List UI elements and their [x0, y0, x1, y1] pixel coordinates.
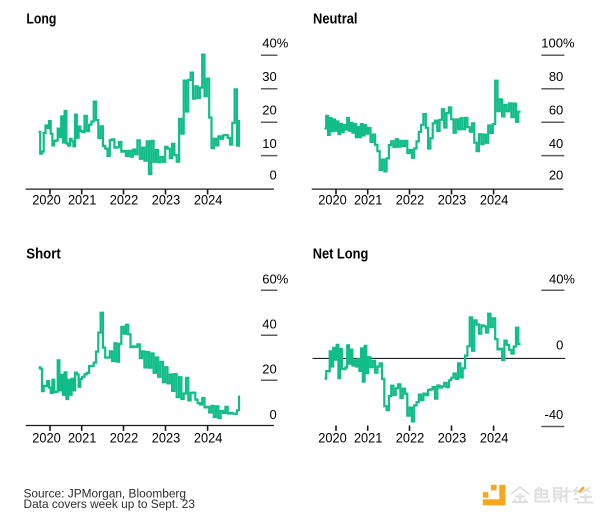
svg-text:20: 20	[262, 102, 276, 117]
svg-text:2021: 2021	[68, 431, 97, 446]
svg-text:20: 20	[549, 167, 563, 182]
svg-text:Short: Short	[26, 245, 61, 262]
svg-text:2024: 2024	[480, 192, 509, 207]
svg-text:0: 0	[269, 407, 276, 422]
svg-text:Long: Long	[26, 10, 56, 27]
svg-text:2022: 2022	[396, 192, 425, 207]
svg-text:2021: 2021	[68, 192, 97, 207]
svg-text:20: 20	[262, 362, 276, 377]
svg-text:2023: 2023	[438, 431, 467, 446]
svg-text:2020: 2020	[318, 192, 347, 207]
svg-text:2021: 2021	[354, 192, 383, 207]
svg-text:2023: 2023	[152, 431, 181, 446]
svg-text:2020: 2020	[32, 431, 61, 446]
svg-text:40: 40	[549, 136, 563, 151]
svg-text:Neutral: Neutral	[313, 10, 358, 27]
svg-text:Data covers week up to Sept. 2: Data covers week up to Sept. 23	[24, 497, 196, 511]
svg-text:2024: 2024	[480, 431, 509, 446]
svg-text:10: 10	[262, 136, 276, 151]
svg-text:2022: 2022	[110, 431, 139, 446]
svg-text:2023: 2023	[152, 192, 181, 207]
svg-text:40%: 40%	[262, 36, 288, 51]
svg-text:40%: 40%	[549, 272, 575, 287]
svg-text:60%: 60%	[262, 272, 288, 287]
svg-text:60: 60	[549, 102, 563, 117]
svg-text:Net Long: Net Long	[313, 245, 369, 262]
svg-text:100%: 100%	[541, 36, 575, 51]
svg-text:-40: -40	[545, 407, 564, 422]
svg-text:2022: 2022	[396, 431, 425, 446]
svg-text:2020: 2020	[32, 192, 61, 207]
svg-text:30: 30	[262, 69, 276, 84]
svg-text:2023: 2023	[438, 192, 467, 207]
svg-text:80: 80	[549, 69, 563, 84]
svg-text:0: 0	[269, 167, 276, 182]
svg-text:2020: 2020	[318, 431, 347, 446]
svg-text:Source: JPMorgan, Bloomberg: Source: JPMorgan, Bloomberg	[24, 486, 187, 500]
svg-text:2021: 2021	[354, 431, 383, 446]
svg-text:2024: 2024	[194, 431, 223, 446]
svg-text:0: 0	[556, 337, 563, 352]
svg-text:2024: 2024	[194, 192, 223, 207]
svg-text:2022: 2022	[110, 192, 139, 207]
svg-text:40: 40	[262, 317, 276, 332]
